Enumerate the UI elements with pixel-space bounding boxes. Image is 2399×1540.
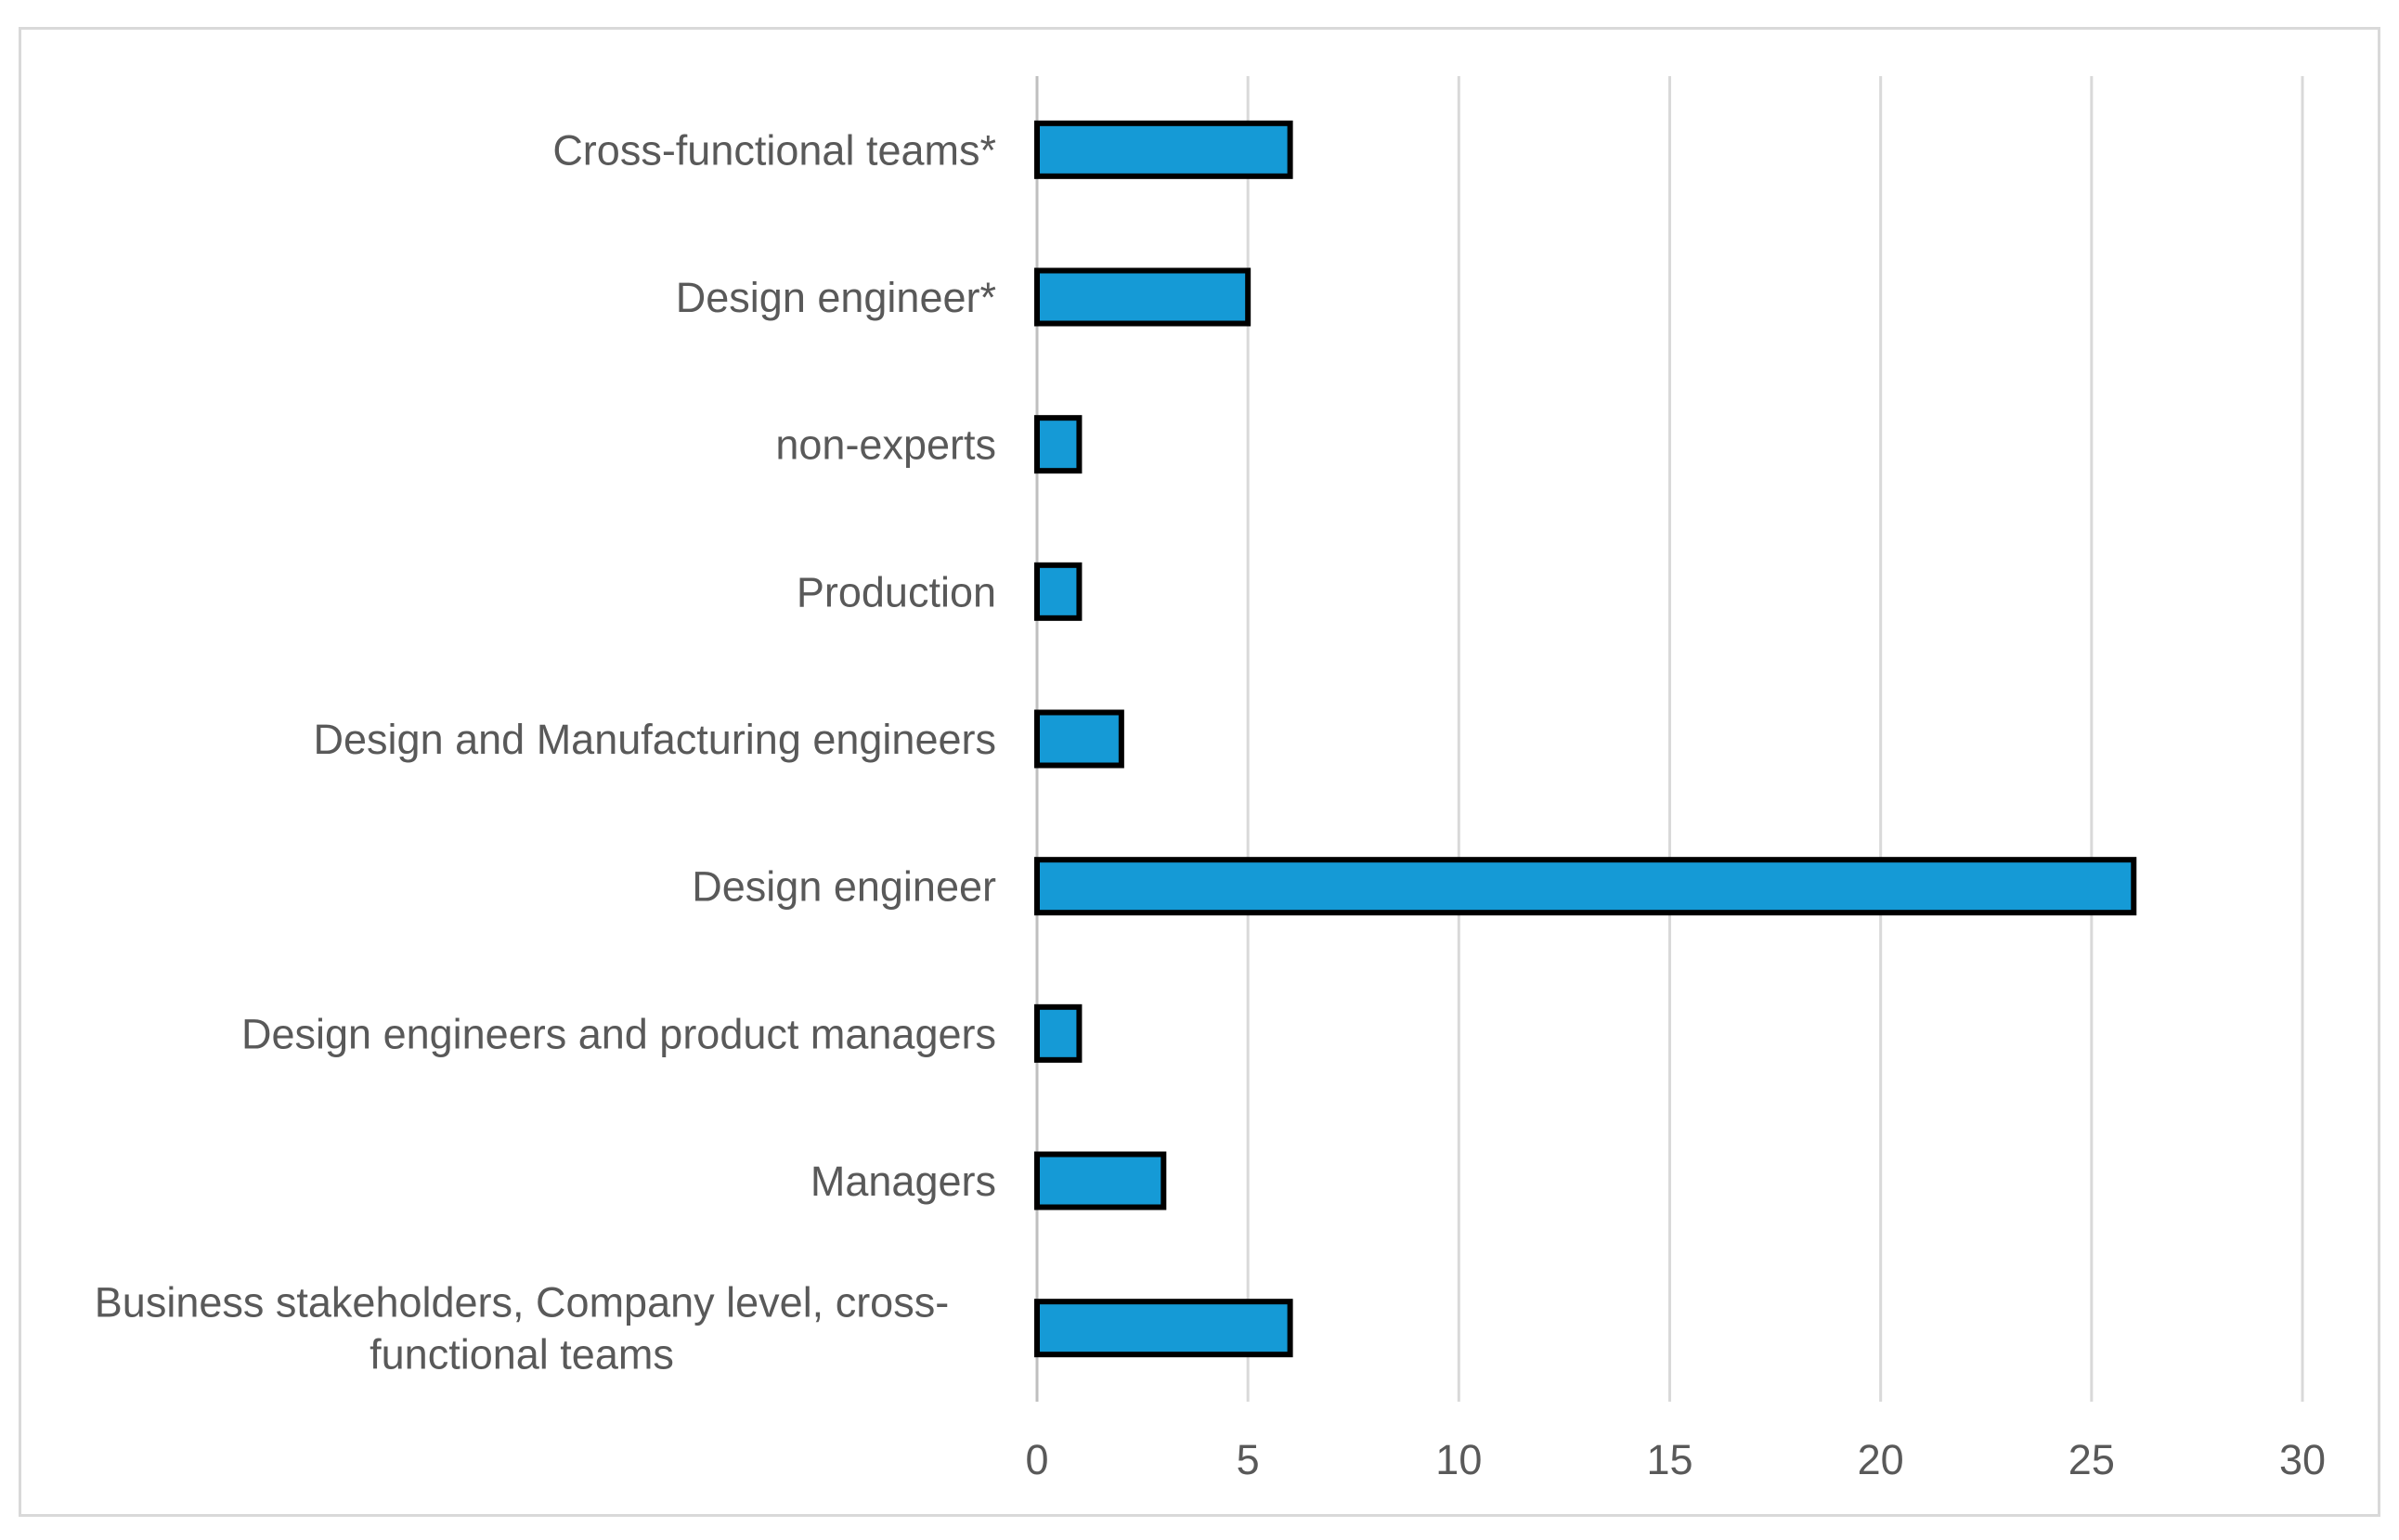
category-label: non-experts <box>775 421 996 469</box>
category-label-line: functional teams <box>370 1331 674 1378</box>
bar <box>1034 267 1251 327</box>
bar <box>1034 1299 1293 1358</box>
bar <box>1034 562 1083 621</box>
category-label: Production <box>797 568 996 615</box>
x-tick-label: 25 <box>2068 1436 2115 1483</box>
category-labels: Cross-functional teams* Design engineer* n… <box>95 126 996 1378</box>
category-label-line: Design and Manufacturing engineers <box>314 716 996 763</box>
x-tick-label: 10 <box>1435 1436 1482 1483</box>
category-label: Managers <box>810 1158 996 1205</box>
x-tick-label: 15 <box>1646 1436 1692 1483</box>
bar <box>1034 1151 1167 1210</box>
bar <box>1034 415 1083 474</box>
category-label-line: Design engineers and product managers <box>241 1010 996 1057</box>
bar <box>1034 709 1124 769</box>
category-label: Business stakeholders, Company level, cr… <box>95 1279 949 1378</box>
category-label: Design and Manufacturing engineers <box>314 716 996 763</box>
x-axis-ticks: 0 5 10 15 20 25 30 <box>1025 1436 2326 1483</box>
category-label-line: Design engineer <box>692 863 996 911</box>
category-label-line: Managers <box>810 1158 996 1205</box>
category-label: Design engineer* <box>676 274 996 321</box>
bar <box>1034 1003 1083 1063</box>
category-label-line: non-experts <box>775 421 996 469</box>
category-label: Design engineers and product managers <box>241 1010 996 1057</box>
category-label-line: Business stakeholders, Company level, cr… <box>95 1279 949 1326</box>
bars <box>1034 120 2137 1358</box>
x-tick-label: 0 <box>1025 1436 1048 1483</box>
x-tick-label: 30 <box>2279 1436 2326 1483</box>
bar <box>1034 120 1293 179</box>
category-label-line: Production <box>797 568 996 615</box>
category-label-line: Cross-functional teams* <box>552 126 996 174</box>
bar <box>1034 857 2137 916</box>
category-label: Design engineer <box>692 863 996 911</box>
category-label-line: Design engineer* <box>676 274 996 321</box>
category-label: Cross-functional teams* <box>552 126 996 174</box>
x-tick-label: 5 <box>1237 1436 1260 1483</box>
x-tick-label: 20 <box>1858 1436 1904 1483</box>
